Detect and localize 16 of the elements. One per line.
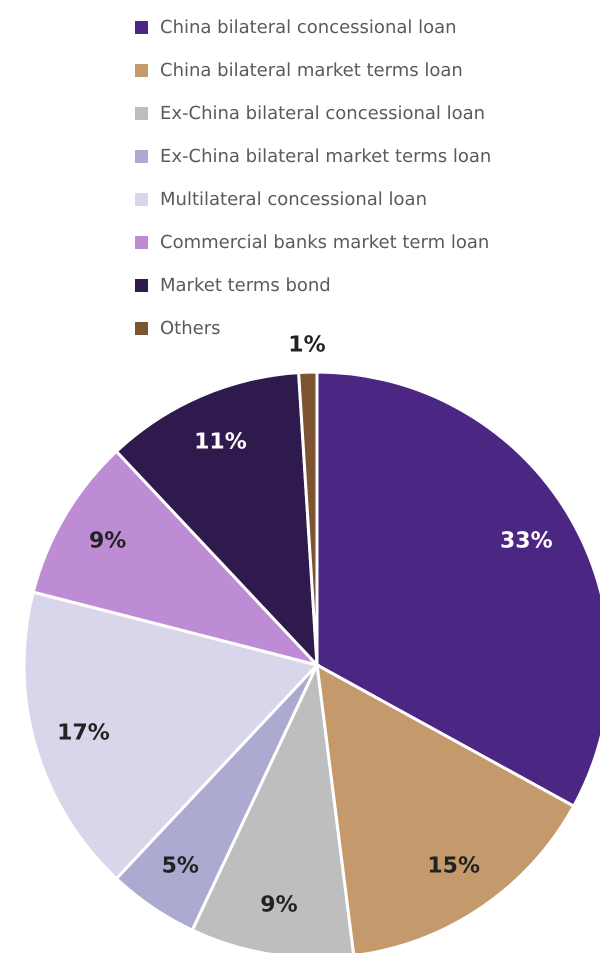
data-label: 1% — [288, 332, 326, 358]
data-label: 5% — [162, 854, 199, 879]
legend-label: Ex-China bilateral market terms loan — [160, 146, 492, 167]
legend-label: Ex-China bilateral concessional loan — [160, 103, 486, 124]
data-label: 33% — [500, 528, 553, 554]
legend-label: Market terms bond — [160, 275, 331, 296]
data-label: 9% — [88, 528, 126, 554]
legend-label: China bilateral market terms loan — [160, 60, 463, 81]
legend-label: Others — [160, 318, 220, 339]
legend-label: Commercial banks market term loan — [160, 232, 490, 253]
legend-label: China bilateral concessional loan — [160, 17, 457, 38]
data-label: 17% — [57, 720, 110, 746]
data-label: 11% — [194, 429, 247, 454]
data-label: 9% — [260, 892, 298, 918]
legend-label: Multilateral concessional loan — [160, 189, 427, 210]
data-label: 15% — [427, 854, 480, 879]
